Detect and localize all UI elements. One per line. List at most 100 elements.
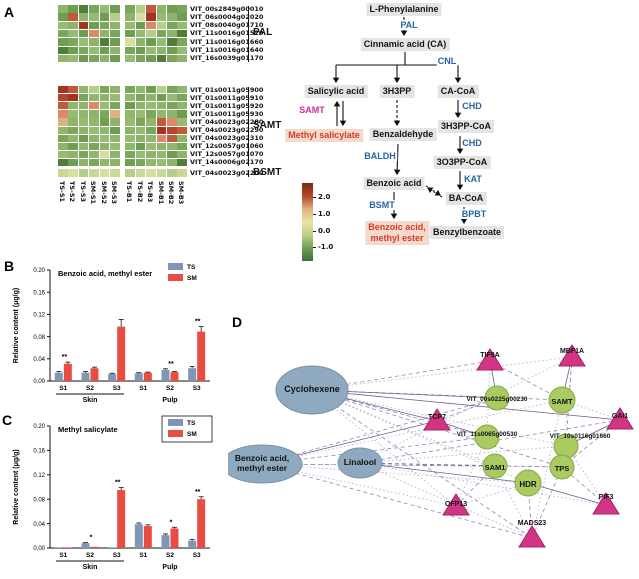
bar-ts <box>161 369 170 381</box>
y-tick-label: 0.12 <box>33 473 45 479</box>
heatmap-cell <box>167 142 177 150</box>
heatmap-cell <box>135 126 146 134</box>
heatmap-cell <box>167 46 177 54</box>
x-category-label: S2 <box>86 552 94 559</box>
chart-title: Methyl salicylate <box>58 425 118 434</box>
heatmap-column-label: SM-B1 <box>156 181 165 205</box>
heatmap-cell <box>177 21 187 30</box>
heatmap-cell <box>177 13 187 21</box>
heatmap-cell <box>110 13 120 21</box>
bar-ts <box>81 372 90 381</box>
network-node-v00 <box>484 385 510 411</box>
x-category-label: S2 <box>86 385 94 392</box>
network-node-gai1 <box>606 407 634 430</box>
network-node-label-v00: VIT_00s0225g00230 <box>466 396 527 403</box>
y-tick-label: 0.08 <box>33 497 45 503</box>
heatmap-cell <box>167 118 177 126</box>
heatmap-cell <box>89 54 99 63</box>
heatmap-cell <box>89 13 99 21</box>
heatmap-cell <box>68 126 78 134</box>
heatmap-cell <box>156 150 167 159</box>
heatmap-cell <box>135 46 146 54</box>
heatmap-cell <box>78 5 89 13</box>
bar-sm <box>117 490 126 548</box>
heatmap-cell <box>177 142 187 150</box>
bar-sm <box>197 331 206 381</box>
heatmap-cell <box>156 13 167 21</box>
heatmap-cell <box>89 29 99 38</box>
heatmap-cell <box>58 38 68 46</box>
heatmap-cell <box>68 21 78 30</box>
bar-ts <box>161 535 170 548</box>
heatmap-cell <box>58 158 68 167</box>
heatmap-cell <box>125 54 135 63</box>
x-category-label: S1 <box>59 552 67 559</box>
heatmap-cell <box>89 38 99 46</box>
heatmap-cell <box>135 86 146 94</box>
heatmap-column-label: TS-B2 <box>135 181 144 203</box>
heatmap-cell <box>135 38 146 46</box>
gene-group-label: BSMT <box>253 166 282 178</box>
heatmap-cell <box>68 86 78 94</box>
network-node-cyclohexene <box>275 365 349 415</box>
heatmap-cell <box>58 134 68 142</box>
y-axis-label: Relative content (μg/g) <box>13 449 20 524</box>
heatmap-cell <box>156 102 167 110</box>
heatmap-cell <box>135 134 146 142</box>
bar-ts <box>108 547 117 548</box>
heatmap-cell <box>110 110 120 118</box>
legend-label-ts: TS <box>187 264 196 271</box>
chart-title: Benzoic acid, methyl ester <box>58 269 152 278</box>
heatmap-cell <box>167 134 177 142</box>
heatmap-cell <box>99 13 110 21</box>
heatmap-cell <box>99 126 110 134</box>
heatmap-cell <box>99 29 110 38</box>
heatmap-cell <box>78 110 89 118</box>
network-node-sam1 <box>482 453 508 479</box>
heatmap-column-label: TS-B1 <box>125 181 134 203</box>
network-node-label-gai1: GAI1 <box>612 413 628 420</box>
x-category-label: S1 <box>139 385 147 392</box>
heatmap-cell <box>146 5 156 13</box>
network-edge <box>261 463 529 484</box>
heatmap-cell <box>125 13 135 21</box>
network-node-label-pif3: PIF3 <box>599 494 614 501</box>
heatmap-cell <box>89 110 99 118</box>
y-axis-label: Relative content (μg/g) <box>13 288 20 363</box>
heatmap-cell <box>146 158 156 167</box>
colorbar-tick-label: -1.0 <box>318 243 334 251</box>
heatmap-cell <box>167 54 177 63</box>
heatmap-cell <box>110 29 120 38</box>
heatmap-cell <box>146 102 156 110</box>
y-tick-label: 0.16 <box>33 449 45 455</box>
network-node-mads23 <box>518 525 546 548</box>
bar-sm <box>90 546 99 548</box>
y-tick-label: 0.00 <box>33 379 45 385</box>
heatmap-cell <box>146 21 156 30</box>
heatmap-cell <box>99 54 110 63</box>
network-node-label-samt: SAMT <box>551 397 573 406</box>
bar-sm <box>197 499 206 548</box>
heatmap-cell <box>89 46 99 54</box>
heatmap-cell <box>125 110 135 118</box>
network-edge <box>261 399 563 465</box>
heatmap-cell <box>146 54 156 63</box>
heatmap-cell <box>68 150 78 159</box>
x-category-label: S2 <box>166 385 174 392</box>
heatmap-cell <box>125 126 135 134</box>
heatmap-cell <box>58 29 68 38</box>
heatmap-cell <box>135 169 146 177</box>
heatmap-cell <box>156 169 167 177</box>
network-node-bame <box>228 444 303 484</box>
heatmap-cell <box>110 118 120 126</box>
bar-chart-methyl-salicylate: 0.00 0.04 0.08 0.12 0.16 0.20 S1 S2 S3 S1 S2 S3 Skin… <box>13 415 213 571</box>
heatmap-cell <box>177 46 187 54</box>
panel-c-label: C <box>2 412 13 428</box>
heatmap-cell <box>125 158 135 167</box>
heatmap-cell <box>89 94 99 102</box>
heatmap-cell <box>58 102 68 110</box>
heatmap-cell <box>68 13 78 21</box>
heatmap-cell <box>110 102 120 110</box>
heatmap-cell <box>78 46 89 54</box>
bar-ts <box>54 547 63 548</box>
